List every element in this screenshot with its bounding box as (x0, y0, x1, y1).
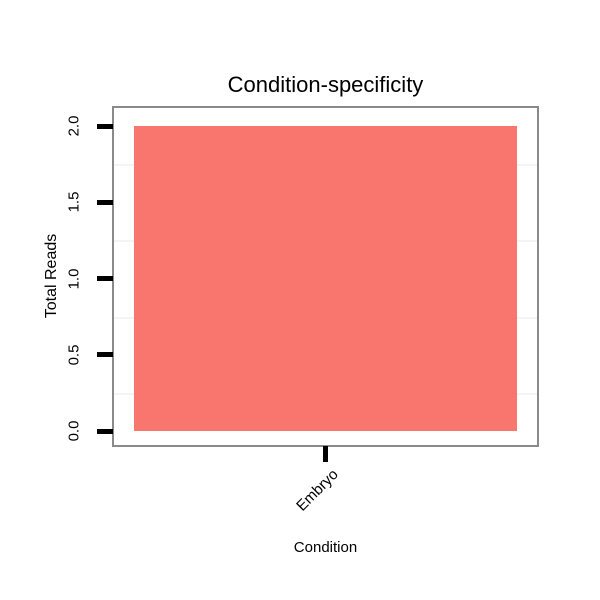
x-tick-label-embryo: Embryo (292, 466, 342, 515)
bar-embryo (133, 126, 518, 431)
y-axis-tick-label: 0.0 (65, 420, 83, 442)
chart-title: Condition-specificity (227, 72, 424, 97)
y-axis-tick-label: 1.5 (65, 191, 83, 213)
y-axis-tick (97, 276, 113, 281)
y-axis-title: Total Reads (43, 233, 60, 319)
plot-panel (112, 106, 539, 447)
y-axis-tick (97, 352, 113, 358)
y-axis-tick-label: 1.0 (65, 268, 83, 289)
y-axis-tick (97, 199, 113, 205)
y-axis-tick (97, 123, 113, 129)
x-axis-title: Condition (293, 539, 358, 556)
x-axis-tick (323, 446, 328, 462)
y-axis-tick (97, 428, 113, 434)
y-axis-tick-label: 0.5 (65, 344, 83, 366)
y-axis-tick-label: 2.0 (65, 115, 83, 137)
